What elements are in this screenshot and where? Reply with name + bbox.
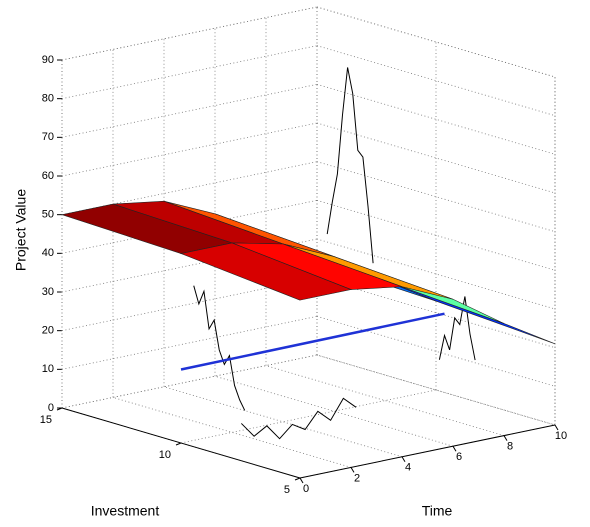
z-axis-label: Project Value xyxy=(13,189,29,271)
grid-line xyxy=(61,315,318,370)
x-tick-label: 6 xyxy=(456,451,462,463)
z-tick-label: 80 xyxy=(42,93,54,105)
x-tick xyxy=(452,445,457,452)
z-tick-label: 90 xyxy=(42,54,54,66)
grid-line xyxy=(316,354,556,426)
y-tick xyxy=(294,477,301,481)
grid-line xyxy=(316,354,556,426)
grid-line xyxy=(316,199,556,271)
y-tick xyxy=(175,442,182,446)
grid-line xyxy=(316,277,556,349)
grid-line xyxy=(112,397,352,468)
y-tick-label: 10 xyxy=(159,449,171,461)
grid-line xyxy=(316,45,556,117)
grid-line xyxy=(316,315,556,387)
grid-line xyxy=(316,238,556,310)
path-line xyxy=(326,67,374,264)
x-tick xyxy=(503,435,508,441)
box-edge xyxy=(61,6,318,61)
grid-line xyxy=(265,365,505,436)
z-tick-label: 60 xyxy=(42,170,54,182)
grid-line xyxy=(61,45,318,100)
z-tick-label: 50 xyxy=(42,209,54,221)
grid-line xyxy=(163,386,403,458)
box-edge xyxy=(316,6,556,78)
x-tick-label: 2 xyxy=(354,472,360,484)
y-tick-label: 15 xyxy=(40,414,52,426)
z-tick-label: 20 xyxy=(42,325,54,337)
x-tick xyxy=(299,477,304,484)
x-tick xyxy=(554,424,559,431)
grid-line xyxy=(180,389,437,444)
grid-line xyxy=(214,375,454,447)
path-line xyxy=(180,312,445,371)
grid-line xyxy=(61,83,318,138)
z-tick-label: 0 xyxy=(48,402,54,414)
z-tick-label: 30 xyxy=(42,286,54,298)
z-tick-label: 10 xyxy=(42,363,54,375)
x-axis-label: Time xyxy=(422,503,453,519)
grid-line xyxy=(61,122,318,177)
grid-line xyxy=(61,161,318,216)
z-tick-label: 70 xyxy=(42,131,54,143)
x-tick xyxy=(350,467,355,473)
surface-patch xyxy=(179,242,353,301)
x-tick-label: 0 xyxy=(303,483,309,495)
x-tick-label: 10 xyxy=(555,430,567,442)
x-tick xyxy=(401,456,406,463)
grid-line xyxy=(316,83,556,155)
x-tick-label: 4 xyxy=(405,462,411,474)
x-tick-label: 8 xyxy=(507,441,513,453)
axis-line xyxy=(61,407,301,479)
grid-line xyxy=(61,354,318,409)
z-tick-label: 40 xyxy=(42,247,54,259)
y-axis-label: Investment xyxy=(91,503,160,519)
grid-line xyxy=(316,161,556,233)
y-tick-label: 5 xyxy=(284,484,290,496)
path-line xyxy=(240,397,357,440)
path-line xyxy=(193,285,246,411)
grid-line xyxy=(316,122,556,194)
path-line xyxy=(438,296,476,361)
axis-line xyxy=(299,424,556,479)
